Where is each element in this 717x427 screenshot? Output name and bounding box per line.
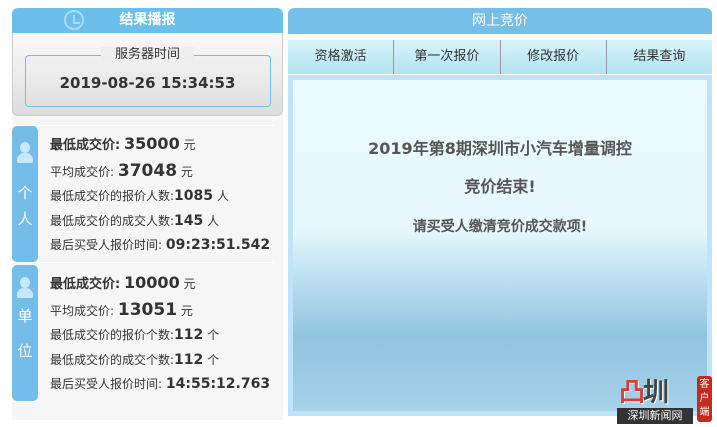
unit: 个 bbox=[207, 352, 220, 367]
server-time-box: 服务器时间 2019-08-26 15:34:53 bbox=[12, 33, 283, 116]
results-panel: 结果播报 服务器时间 2019-08-26 15:34:53 个 人 最低成交价… bbox=[12, 8, 283, 420]
personal-stats: 最低成交价: 35000 元 平均成交价: 37048 元 最低成交价的报价人数… bbox=[50, 132, 270, 258]
stat-label: 最低成交价: bbox=[50, 138, 121, 153]
personal-min-price: 35000 bbox=[124, 134, 180, 153]
bidding-tabs: 资格激活 第一次报价 修改报价 结果查询 bbox=[288, 40, 712, 74]
unit: 人 bbox=[216, 189, 229, 203]
company-min-price: 10000 bbox=[124, 273, 180, 292]
results-header: 结果播报 bbox=[12, 8, 283, 33]
clock-refresh-icon bbox=[64, 10, 84, 30]
server-time-value: 2019-08-26 15:34:53 bbox=[59, 74, 236, 92]
tab-modify-bid[interactable]: 修改报价 bbox=[501, 40, 607, 74]
person-icon bbox=[17, 142, 33, 164]
sznews-logo: 凸圳 深圳新闻网 客户端 bbox=[617, 372, 713, 426]
personal-last-time: 09:23:51.542 bbox=[165, 237, 271, 253]
server-time-label-wrap: 服务器时间 bbox=[13, 43, 282, 62]
stat-label: 最低成交价的报价个数: bbox=[50, 328, 175, 342]
stat-label: 平均成交价: bbox=[50, 164, 115, 179]
company-avg-price: 13051 bbox=[117, 299, 178, 320]
side-label: 位 bbox=[17, 342, 33, 360]
stat-label: 最低成交价的报价人数: bbox=[50, 189, 175, 203]
side-label: 个 bbox=[17, 184, 33, 202]
unit: 元 bbox=[180, 303, 193, 318]
company-last-time: 14:55:12.763 bbox=[165, 376, 271, 392]
stat-label: 平均成交价: bbox=[50, 303, 115, 318]
bidding-content: 2019年第8期深圳市小汽车增量调控 竞价结束! 请买受人缴清竞价成交款项! bbox=[288, 75, 712, 416]
divider bbox=[12, 262, 274, 263]
stat-label: 最后买受人报价时间: bbox=[50, 238, 163, 252]
message-note: 请买受人缴清竞价成交款项! bbox=[412, 219, 588, 235]
unit: 元 bbox=[183, 277, 196, 291]
stat-label: 最后买受人报价时间: bbox=[50, 377, 163, 391]
personal-deals: 145 bbox=[174, 212, 204, 229]
stat-label: 最低成交价的成交个数: bbox=[50, 352, 175, 367]
tab-first-bid[interactable]: 第一次报价 bbox=[394, 40, 501, 74]
company-deals: 112 bbox=[174, 351, 204, 368]
divider bbox=[12, 125, 274, 126]
bidding-title: 网上竞价 bbox=[288, 8, 712, 34]
stat-label: 最低成交价: bbox=[50, 277, 121, 292]
tab-result-query[interactable]: 结果查询 bbox=[633, 49, 686, 64]
tab-activate[interactable]: 资格激活 bbox=[288, 40, 395, 74]
message-status: 竞价结束! bbox=[464, 177, 536, 196]
online-bidding-panel: 网上竞价 资格激活 第一次报价 修改报价 结果查询 2019年第8期深圳市小汽车… bbox=[288, 8, 712, 420]
group-icon bbox=[17, 277, 33, 299]
unit: 个 bbox=[207, 328, 220, 342]
company-tab: 单 位 bbox=[12, 265, 38, 401]
company-stats: 最低成交价: 10000 元 平均成交价: 13051 元 最低成交价的报价个数… bbox=[50, 271, 270, 397]
company-bidders: 112 bbox=[174, 327, 204, 343]
stat-label: 最低成交价的成交人数: bbox=[50, 213, 175, 228]
side-label: 单 bbox=[17, 307, 33, 325]
logo-subtitle: 深圳新闻网 bbox=[617, 408, 693, 424]
unit: 人 bbox=[207, 213, 220, 228]
personal-avg-price: 37048 bbox=[117, 160, 178, 181]
personal-tab: 个 人 bbox=[12, 126, 38, 262]
unit: 元 bbox=[180, 164, 193, 179]
logo-mark: 凸圳 bbox=[619, 378, 669, 408]
logo-tag: 客户端 bbox=[697, 376, 712, 422]
server-time-label: 服务器时间 bbox=[100, 47, 194, 62]
message-title: 2019年第8期深圳市小汽车增量调控 bbox=[368, 139, 632, 158]
results-title: 结果播报 bbox=[119, 12, 176, 28]
unit: 元 bbox=[183, 138, 196, 152]
side-label: 人 bbox=[17, 210, 33, 228]
personal-bidders: 1085 bbox=[174, 188, 214, 204]
